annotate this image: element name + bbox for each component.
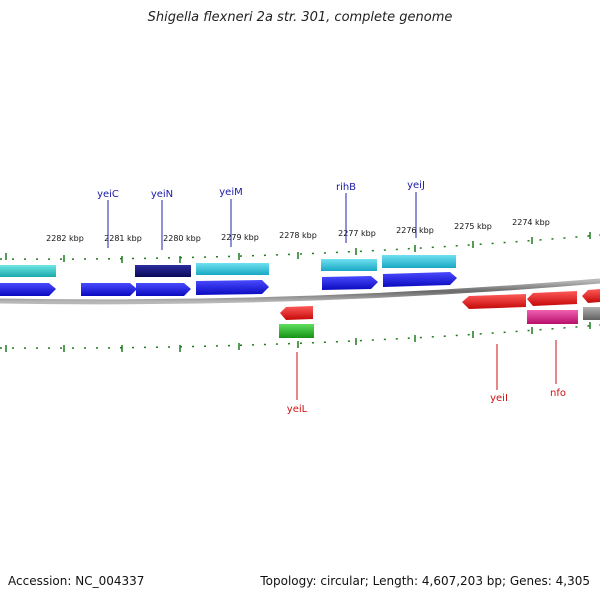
feature-teal-left[interactable]: [0, 265, 56, 277]
gene-arrow-blue-2[interactable]: [81, 283, 137, 296]
feature-pink-nfo[interactable]: [527, 310, 578, 324]
gene-arrow-blue-5[interactable]: [322, 276, 378, 290]
feature-gray-right[interactable]: [583, 307, 600, 320]
scale-label-2277: 2277 kbp: [338, 229, 376, 238]
feature-cyan-yeiM[interactable]: [196, 263, 269, 275]
gene-arrow-blue-4[interactable]: [196, 280, 269, 295]
scale-label-2282: 2282 kbp: [46, 234, 84, 243]
feature-green-yeiL[interactable]: [279, 324, 314, 338]
feature-cyan-yeiJ[interactable]: [382, 255, 456, 268]
gene-label-rihB[interactable]: rihB: [336, 182, 356, 193]
gene-label-yeiI[interactable]: yeiI: [490, 393, 508, 404]
gene-arrow-red-yeiI[interactable]: [462, 294, 526, 309]
gene-arrow-blue-3[interactable]: [136, 283, 191, 296]
feature-track-forward: [0, 272, 457, 296]
gene-label-yeiM[interactable]: yeiM: [219, 187, 242, 198]
genome-summary-text: Topology: circular; Length: 4,607,203 bp…: [260, 574, 590, 588]
feature-navy[interactable]: [135, 265, 191, 277]
gene-arrow-blue-1[interactable]: [0, 283, 56, 296]
genome-title: Shigella flexneri 2a str. 301, complete …: [147, 10, 453, 25]
accession-text: Accession: NC_004337: [8, 574, 145, 588]
gene-arrow-blue-6[interactable]: [383, 272, 457, 287]
gene-label-yeiC[interactable]: yeiC: [97, 189, 119, 200]
scale-ruler-top: [0, 232, 600, 263]
feature-track-reverse: [279, 289, 600, 338]
scale-label-2279: 2279 kbp: [221, 233, 259, 242]
scale-label-2278: 2278 kbp: [279, 231, 317, 240]
scale-ruler-bottom: [0, 322, 600, 352]
gene-label-yeiJ[interactable]: yeiJ: [407, 180, 425, 191]
scale-label-2280: 2280 kbp: [163, 234, 201, 243]
gene-arrow-red-right[interactable]: [582, 289, 600, 303]
feature-track-upper: [0, 255, 456, 277]
feature-cyan-rihB[interactable]: [321, 259, 377, 271]
gene-label-yeiL[interactable]: yeiL: [287, 404, 308, 415]
genome-backbone: [0, 278, 600, 305]
scale-label-2275: 2275 kbp: [454, 222, 492, 231]
gene-label-yeiN[interactable]: yeiN: [151, 189, 173, 200]
gene-label-nfo[interactable]: nfo: [550, 388, 566, 399]
gene-arrow-red-nfo[interactable]: [527, 291, 577, 306]
scale-label-2276: 2276 kbp: [396, 226, 434, 235]
gene-arrow-red-yeiL[interactable]: [280, 306, 313, 320]
scale-label-2281: 2281 kbp: [104, 234, 142, 243]
scale-label-2274: 2274 kbp: [512, 218, 550, 227]
